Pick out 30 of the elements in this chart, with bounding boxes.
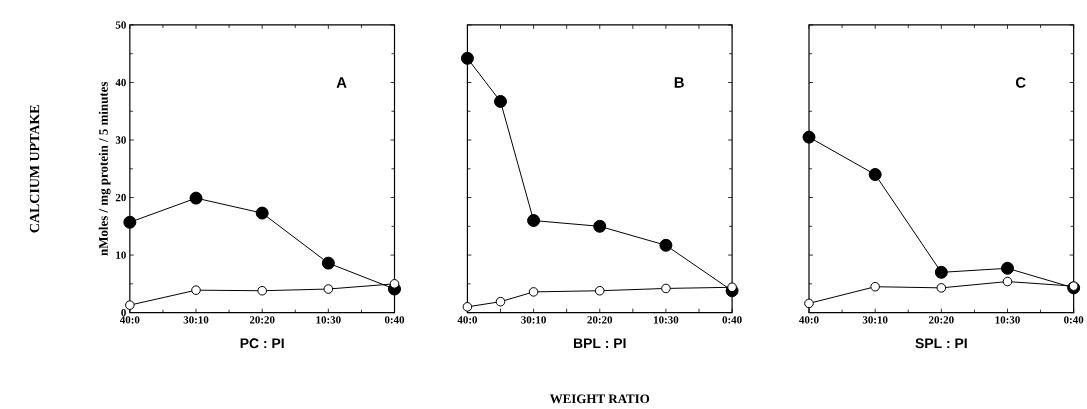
y-tick-label: 0	[121, 308, 126, 317]
y-tick-label: 20	[115, 193, 126, 202]
x-tick-label: 20:20	[929, 315, 954, 324]
x-tick-label: 0:40	[384, 315, 405, 324]
x-tick-label: 10:30	[995, 315, 1020, 324]
x-tick-label: 10:30	[316, 315, 341, 324]
y-tick-label: 50	[115, 21, 126, 29]
text: WEIGHT RATIO	[549, 394, 650, 404]
x-tick-label: 20:20	[587, 315, 613, 324]
x-tick-label: 40:0	[457, 315, 478, 324]
y-tick-label: 30	[115, 136, 126, 144]
x-tick-label: 30:10	[862, 315, 888, 324]
annotation: A	[336, 77, 347, 88]
y-axis-title: nMoles / mg protein / 5 minutes	[98, 81, 111, 256]
x-tick-label: 30:10	[183, 315, 209, 324]
annotation: C	[1015, 76, 1026, 88]
x-tick-label: 20:20	[249, 315, 275, 324]
x-tick-label: 40:0	[119, 315, 140, 324]
x-axis-title: BPL : PI	[573, 338, 626, 348]
y-tick-label: 40	[115, 78, 126, 86]
x-tick-label: 0:40	[1064, 315, 1084, 324]
x-tick-label: 30:10	[521, 315, 546, 324]
x-axis-title: PC : PI	[240, 338, 284, 349]
x-axis-title: SPL : PI	[915, 338, 967, 349]
y-tick-label: 10	[116, 251, 126, 259]
x-tick-label: 0:40	[722, 315, 742, 324]
x-tick-label: 10:30	[654, 315, 679, 324]
x-tick-label: 40:0	[799, 315, 819, 324]
annotation: B	[674, 77, 684, 88]
text: CALCIUM UPTAKE	[29, 104, 40, 233]
